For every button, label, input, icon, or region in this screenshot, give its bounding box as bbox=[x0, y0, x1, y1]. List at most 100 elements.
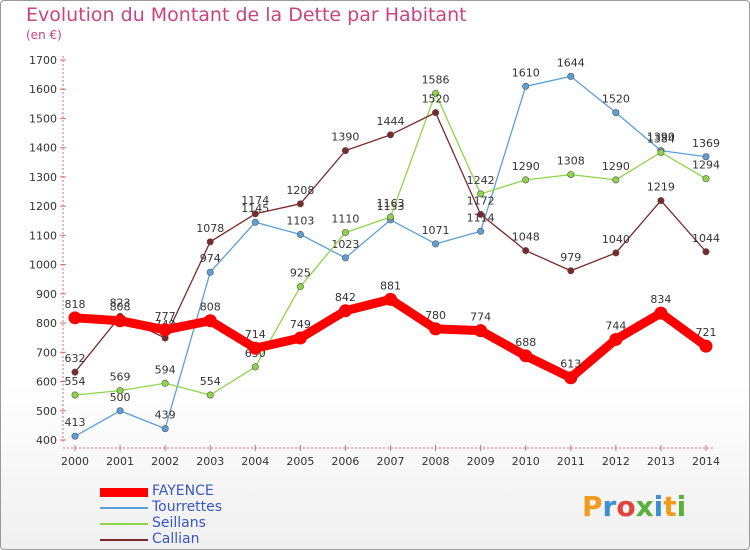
data-label: 1044 bbox=[692, 232, 720, 245]
data-label: 925 bbox=[290, 267, 311, 280]
logo-letter: r bbox=[602, 490, 617, 523]
data-label: 974 bbox=[200, 252, 221, 265]
data-label: 1110 bbox=[331, 212, 359, 225]
data-point bbox=[654, 306, 668, 320]
legend-label: Tourrettes bbox=[152, 499, 223, 515]
y-tick-label: 700 bbox=[36, 346, 57, 359]
data-label: 632 bbox=[65, 352, 86, 365]
legend-item: Callian bbox=[100, 531, 300, 548]
data-point bbox=[251, 363, 259, 371]
data-point bbox=[432, 89, 440, 97]
data-point bbox=[657, 197, 665, 205]
data-point bbox=[71, 432, 79, 440]
x-tick-label: 2005 bbox=[286, 455, 314, 468]
data-label: 1174 bbox=[241, 194, 269, 207]
data-label: 1048 bbox=[512, 231, 540, 244]
data-point bbox=[702, 153, 710, 161]
data-point bbox=[564, 371, 578, 385]
data-label: 594 bbox=[155, 363, 176, 376]
logo-letter: i bbox=[653, 490, 664, 523]
data-point bbox=[477, 190, 485, 198]
data-point bbox=[161, 379, 169, 387]
data-point bbox=[116, 407, 124, 415]
data-point bbox=[432, 240, 440, 248]
legend-item: Tourrettes bbox=[100, 499, 300, 516]
data-point bbox=[161, 425, 169, 433]
data-point bbox=[702, 248, 710, 256]
logo-letter: t bbox=[663, 490, 677, 523]
data-point bbox=[612, 176, 620, 184]
data-label: 1390 bbox=[647, 131, 675, 144]
data-label: 808 bbox=[110, 301, 131, 314]
logo-letter: x bbox=[635, 490, 654, 523]
y-tick-label: 1500 bbox=[29, 112, 57, 125]
data-label: 1369 bbox=[692, 137, 720, 150]
legend: FAYENCE Tourrettes Seillans Callian bbox=[100, 483, 300, 548]
legend-item: FAYENCE bbox=[100, 483, 300, 500]
y-tick-label: 500 bbox=[36, 405, 57, 418]
data-label: 554 bbox=[65, 375, 86, 388]
data-label: 439 bbox=[155, 409, 176, 422]
x-tick-label: 2001 bbox=[106, 455, 134, 468]
y-tick-label: 400 bbox=[36, 434, 57, 447]
x-tick-label: 2011 bbox=[557, 455, 585, 468]
data-point bbox=[338, 304, 352, 318]
data-point bbox=[203, 314, 217, 328]
data-label: 714 bbox=[245, 328, 266, 341]
data-label: 1520 bbox=[602, 93, 630, 106]
chart-title: Evolution du Montant de la Dette par Hab… bbox=[26, 4, 467, 26]
data-point bbox=[522, 82, 530, 90]
data-label: 1290 bbox=[512, 160, 540, 173]
y-tick-label: 800 bbox=[36, 317, 57, 330]
y-tick-label: 1200 bbox=[29, 200, 57, 213]
data-point bbox=[522, 247, 530, 255]
x-tick-label: 2009 bbox=[467, 455, 495, 468]
legend-item: Seillans bbox=[100, 515, 300, 532]
y-tick-label: 1400 bbox=[29, 142, 57, 155]
data-point bbox=[432, 109, 440, 117]
data-label: 1644 bbox=[557, 56, 585, 69]
x-tick-label: 2006 bbox=[331, 455, 359, 468]
data-point bbox=[612, 249, 620, 257]
data-label: 749 bbox=[290, 318, 311, 331]
data-label: 1390 bbox=[331, 131, 359, 144]
data-label: 1610 bbox=[512, 66, 540, 79]
data-point bbox=[293, 331, 307, 345]
x-tick-label: 2014 bbox=[692, 455, 720, 468]
y-tick-label: 1000 bbox=[29, 259, 57, 272]
legend-label: Seillans bbox=[152, 515, 206, 531]
x-tick-label: 2000 bbox=[61, 455, 89, 468]
legend-swatch bbox=[100, 523, 148, 525]
data-point bbox=[71, 368, 79, 376]
data-label: 780 bbox=[425, 309, 446, 322]
data-point bbox=[206, 268, 214, 276]
data-label: 1103 bbox=[286, 215, 314, 228]
data-label: 979 bbox=[560, 251, 581, 264]
data-point bbox=[657, 148, 665, 156]
data-label: 1384 bbox=[647, 132, 675, 145]
y-tick-label: 1300 bbox=[29, 171, 57, 184]
data-point bbox=[251, 218, 259, 226]
data-label: 554 bbox=[200, 375, 221, 388]
data-point bbox=[158, 323, 172, 337]
x-tick-label: 2008 bbox=[422, 455, 450, 468]
data-point bbox=[248, 341, 262, 355]
data-label: 1308 bbox=[557, 155, 585, 168]
x-tick-label: 2003 bbox=[196, 455, 224, 468]
data-label: 1444 bbox=[377, 115, 405, 128]
series-line-tourrettes bbox=[74, 75, 707, 437]
data-label: 774 bbox=[470, 311, 491, 324]
data-label: 613 bbox=[560, 358, 581, 371]
data-label: 1078 bbox=[196, 222, 224, 235]
data-label: 1040 bbox=[602, 233, 630, 246]
y-tick-label: 1600 bbox=[29, 83, 57, 96]
data-point bbox=[429, 322, 443, 336]
data-label: 500 bbox=[110, 391, 131, 404]
data-point bbox=[386, 131, 394, 139]
data-point bbox=[477, 227, 485, 235]
data-point bbox=[68, 311, 82, 325]
data-point bbox=[341, 254, 349, 262]
x-tick-label: 2013 bbox=[647, 455, 675, 468]
data-label: 688 bbox=[515, 336, 536, 349]
data-label: 1242 bbox=[467, 174, 495, 187]
